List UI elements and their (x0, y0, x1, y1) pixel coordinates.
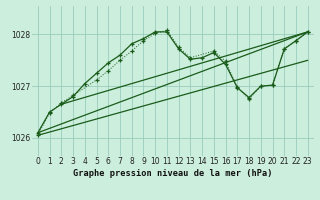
X-axis label: Graphe pression niveau de la mer (hPa): Graphe pression niveau de la mer (hPa) (73, 169, 273, 178)
